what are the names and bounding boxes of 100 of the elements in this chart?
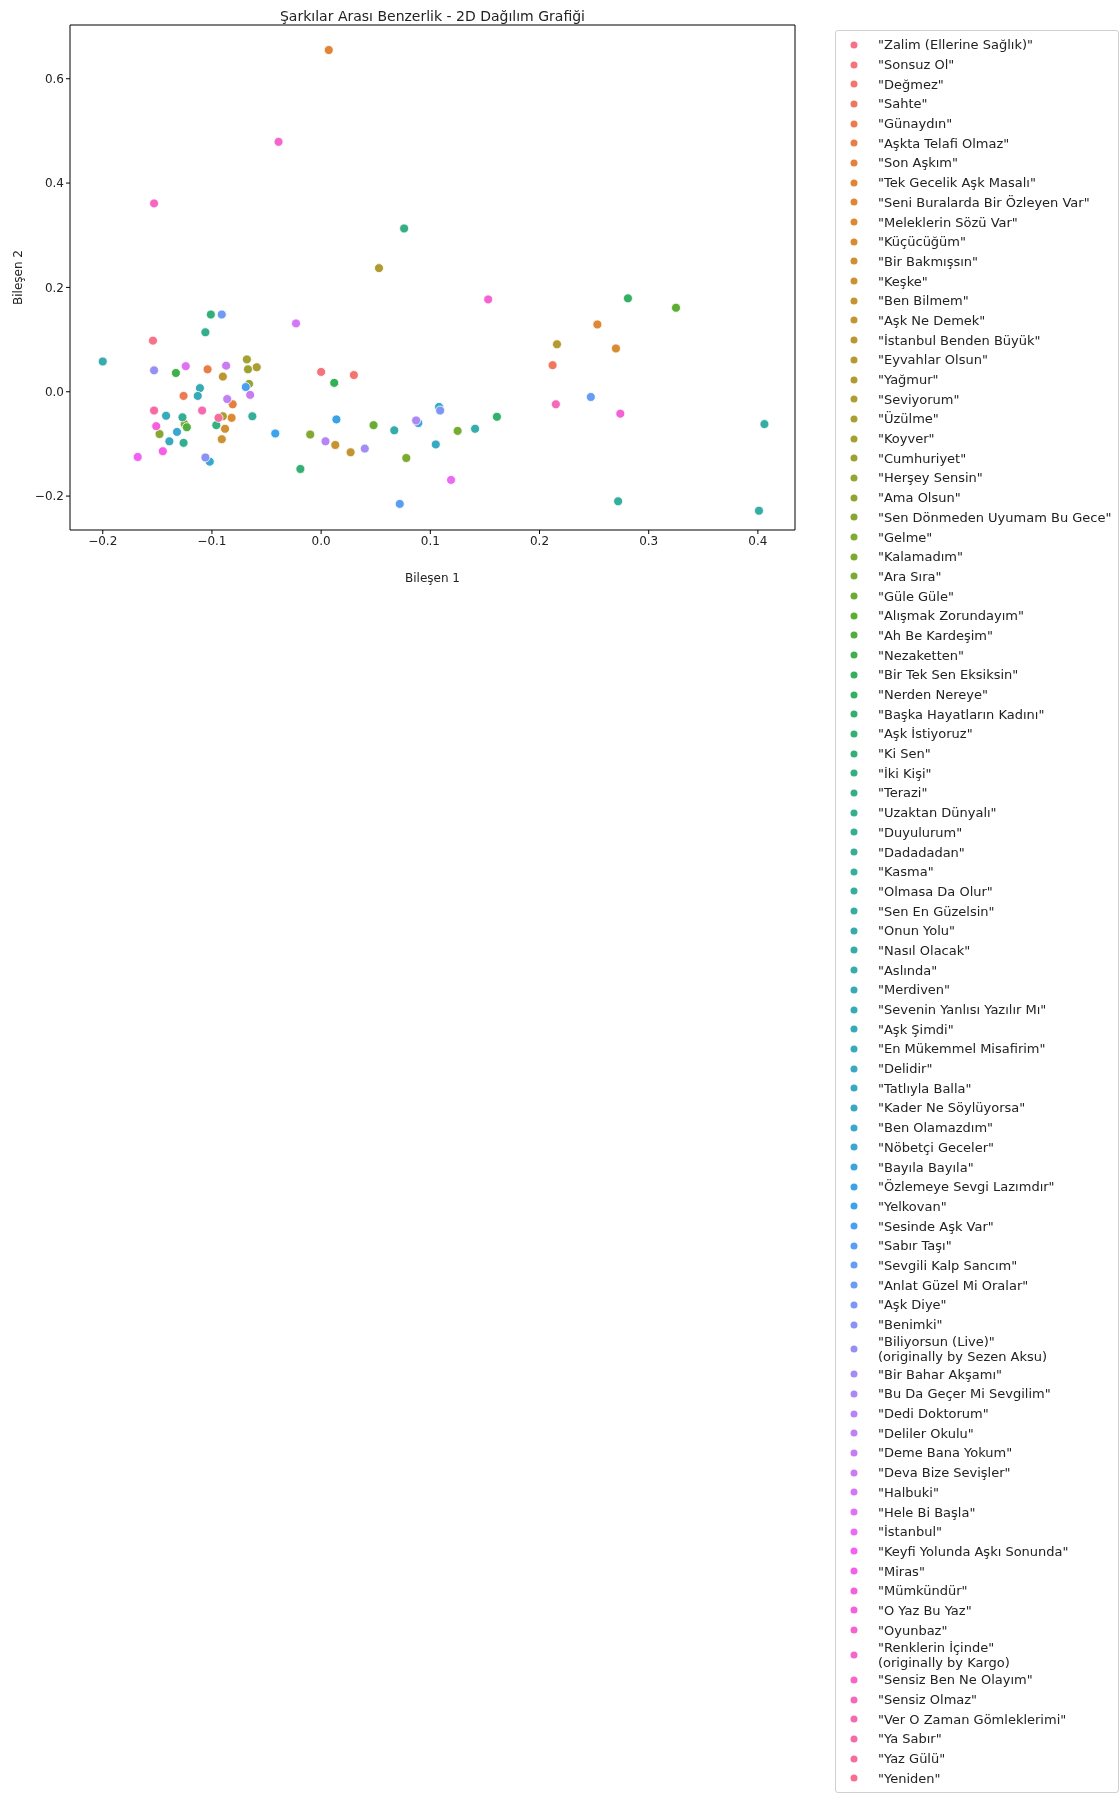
legend-label: "Nöbetçi Geceler" — [878, 1139, 995, 1155]
x-tick-label: 0.3 — [639, 533, 659, 548]
legend-label: "Halbuki" — [878, 1484, 939, 1500]
legend-label: "Sabır Taşı" — [878, 1238, 952, 1254]
x-tick-label: −0.2 — [88, 533, 118, 548]
legend-label: "Sesinde Aşk Var" — [878, 1218, 994, 1234]
legend-label: "Sevenin Yanlısı Yazılır Mı" — [878, 1002, 1047, 1018]
legend-label: "Ara Sıra" — [878, 568, 942, 584]
legend-label: "Sensiz Olmaz" — [878, 1692, 978, 1708]
x-tick-label: −0.1 — [197, 533, 227, 548]
legend-label: "Sen Dönmeden Uyumam Bu Gece" — [878, 509, 1112, 525]
legend-label: "Kasma" — [878, 864, 934, 880]
legend-label: "Deva Bize Sevişler" — [878, 1465, 1011, 1481]
x-tick-label: 0.0 — [311, 533, 331, 548]
legend-label: "Bir Tek Sen Eksiksin" — [878, 667, 1019, 683]
legend-label: "Sahte" — [878, 96, 928, 112]
legend-label: "Mümkündür" — [878, 1583, 968, 1599]
legend-label: "Tek Gecelik Aşk Masalı" — [878, 175, 1036, 191]
legend-label: "Sonsuz Ol" — [878, 57, 955, 73]
legend-label: "En Mükemmel Misafirim" — [878, 1041, 1046, 1057]
legend-label: "Bu Da Geçer Mi Sevgilim" — [878, 1386, 1051, 1402]
legend-label: "İki Kişi" — [878, 765, 932, 781]
legend-label: "Ah Be Kardeşim" — [878, 627, 993, 643]
legend-label: "Yağmur" — [878, 372, 939, 388]
legend-label: "Güle Güle" — [878, 588, 954, 604]
legend-label: "Biliyorsun (Live)" (originally by Sezen Aksu) — [878, 1334, 1048, 1365]
legend-label: "Meleklerin Sözü Var" — [878, 214, 1018, 230]
legend-label: "Aşk Diye" — [878, 1297, 947, 1313]
legend-label: "Uzaktan Dünyalı" — [878, 805, 997, 821]
legend-label: "Merdiven" — [878, 982, 951, 998]
legend-label: "Nerden Nereye" — [878, 687, 988, 703]
legend-label: "Terazi" — [878, 785, 928, 801]
x-tick-label: 0.4 — [748, 533, 768, 548]
legend-label: "Cumhuriyet" — [878, 450, 967, 466]
y-tick-label: 0.4 — [44, 176, 64, 191]
legend-label: "Benimki" — [878, 1317, 943, 1333]
legend-label: "Sensiz Ben Ne Olayım" — [878, 1672, 1033, 1688]
legend-label: "İstanbul" — [878, 1524, 942, 1540]
legend-label: "Onun Yolu" — [878, 923, 956, 939]
legend-label: "Dedi Doktorum" — [878, 1406, 989, 1422]
legend-label: "Sevgili Kalp Sancım" — [878, 1257, 1018, 1273]
legend-label: "Bir Bakmışsın" — [878, 253, 979, 269]
legend-label: "Nezaketten" — [878, 647, 964, 663]
legend-label: "Aşk İstiyoruz" — [878, 726, 973, 742]
legend-label: "Alışmak Zorundayım" — [878, 608, 1025, 624]
legend-label: "Tatlıyla Balla" — [878, 1080, 972, 1096]
legend-label: "Ver O Zaman Gömleklerimi" — [878, 1711, 1067, 1727]
legend-label: "Renklerin İçinde" (originally by Kargo) — [878, 1640, 1010, 1670]
legend-label: "Anlat Güzel Mi Oralar" — [878, 1277, 1029, 1293]
legend-label: "Miras" — [878, 1563, 925, 1579]
legend-label: "Hele Bi Başla" — [878, 1504, 976, 1520]
legend-label: "Seviyorum" — [878, 391, 960, 407]
legend-label: "Keşke" — [878, 273, 928, 289]
legend-label: "Yaz Gülü" — [878, 1751, 946, 1767]
legend-label: "Herşey Sensin" — [878, 470, 983, 486]
legend-label: "Aşk Şimdi" — [878, 1021, 954, 1037]
legend-label: "İstanbul Benden Büyük" — [878, 332, 1041, 348]
legend-label: "Ki Sen" — [878, 746, 931, 762]
legend-label: "Keyfi Yolunda Aşkı Sonunda" — [878, 1543, 1069, 1559]
legend-label: "Değmez" — [878, 76, 944, 92]
legend-label: "Ben Bilmem" — [878, 293, 969, 309]
legend-label: "Ama Olsun" — [878, 490, 961, 506]
legend-label: "Kalamadım" — [878, 549, 963, 565]
legend-label: "Günaydın" — [878, 116, 953, 132]
legend-label: "O Yaz Bu Yaz" — [878, 1602, 972, 1618]
y-tick-label: 0.6 — [44, 71, 64, 86]
legend-label: "Ya Sabır" — [878, 1731, 942, 1747]
legend-label: "Aslında" — [878, 962, 938, 978]
legend-label: "Başka Hayatların Kadını" — [878, 706, 1045, 722]
legend-label: "Eyvahlar Olsun" — [878, 352, 988, 368]
chart-title: Şarkılar Arası Benzerlik - 2D Dağılım Grafiği — [279, 8, 586, 24]
legend-label: "Seni Buralarda Bir Özleyen Var" — [878, 194, 1090, 210]
legend-label: "Zalim (Ellerine Sağlık)" — [878, 37, 1033, 53]
legend-label: "Nasıl Olacak" — [878, 942, 971, 958]
legend-label: "Gelme" — [878, 529, 933, 545]
legend-label: "Dadadadan" — [878, 844, 965, 860]
legend-label: "Duyulurum" — [878, 824, 963, 840]
legend-label: "Bir Bahar Akşamı" — [878, 1366, 1002, 1382]
legend-label: "Bayıla Bayıla" — [878, 1159, 974, 1175]
legend-label: "Olmasa Da Olur" — [878, 883, 993, 899]
legend-label: "Deliler Okulu" — [878, 1425, 974, 1441]
x-axis-title: Bileşen 1 — [405, 571, 460, 585]
y-tick-label: 0.2 — [44, 280, 64, 295]
legend-label: "Küçücüğüm" — [878, 234, 967, 250]
legend-label: "Yeniden" — [878, 1770, 941, 1786]
legend-label: "Oyunbaz" — [878, 1622, 948, 1638]
x-tick-label: 0.2 — [529, 533, 550, 548]
legend-label: "Özlemeye Sevgi Lazımdır" — [878, 1179, 1055, 1195]
legend-label: "Aşk Ne Demek" — [878, 312, 986, 328]
y-tick-label: −0.2 — [34, 489, 64, 504]
y-axis-title: Bileşen 2 — [11, 250, 26, 305]
legend-label: "Kader Ne Söylüyorsa" — [878, 1100, 1026, 1116]
legend-label: "Ben Olamazdım" — [878, 1120, 994, 1136]
legend-label: "Aşkta Telafi Olmaz" — [878, 135, 1010, 151]
x-tick-label: 0.1 — [420, 533, 440, 548]
legend-label: "Son Aşkım" — [878, 155, 959, 171]
legend-label: "Delidir" — [878, 1061, 933, 1077]
legend-label: "Sen En Güzelsin" — [878, 903, 995, 919]
legend-label: "Yelkovan" — [878, 1198, 947, 1214]
legend-label: "Üzülme" — [878, 411, 939, 427]
